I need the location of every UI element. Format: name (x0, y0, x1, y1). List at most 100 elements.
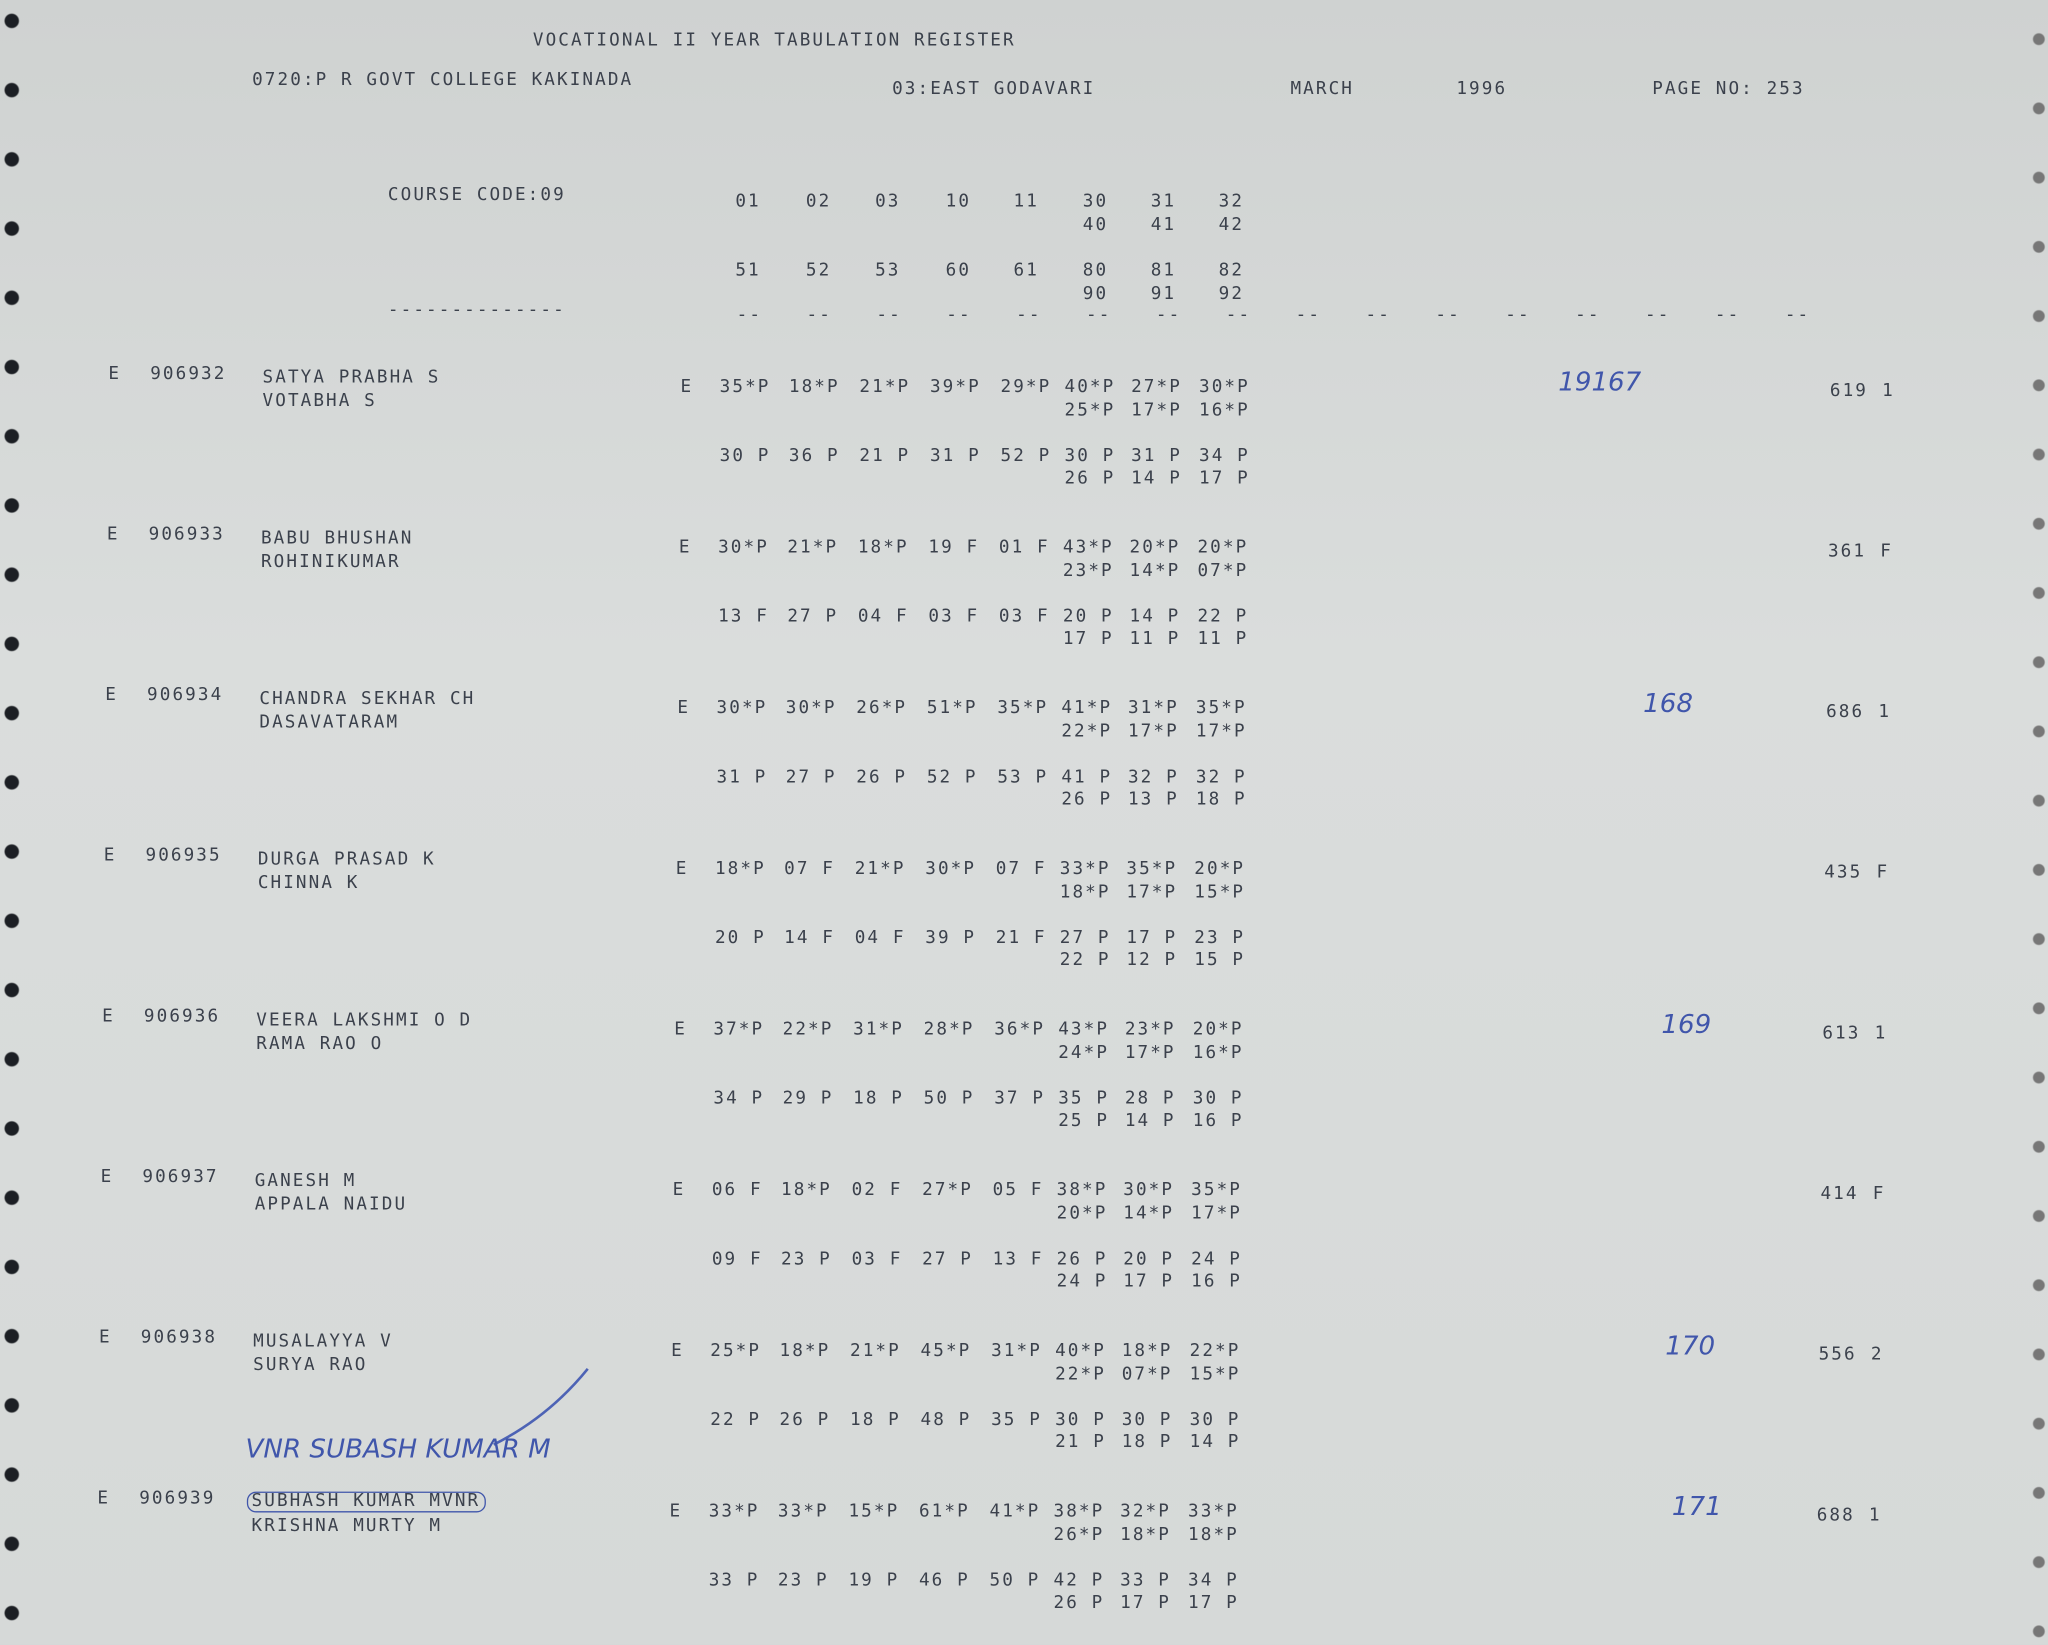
mark: 50 P (923, 1087, 975, 1109)
mark: 29*P (1000, 376, 1052, 398)
mark: 14 P (1124, 1110, 1176, 1132)
separator: -- (1365, 304, 1391, 326)
roll-number: 906936 (143, 1005, 221, 1027)
mark: 34 P (713, 1087, 765, 1109)
handwritten-note: 168 (1643, 687, 1693, 719)
handwritten-correction: VNR SUBASH KUMAR M (245, 1432, 551, 1465)
mark: 17*P (1127, 720, 1179, 742)
handwritten-note: 169 (1661, 1008, 1712, 1040)
subject-code: 82 (1218, 259, 1245, 281)
roll-number: 906934 (147, 684, 224, 706)
father-name: RAMA RAO O (256, 1033, 384, 1055)
subject-code: 02 (805, 190, 832, 212)
separator: -- (1505, 304, 1531, 326)
mark: 17 P (1126, 927, 1178, 949)
mark: 31 P (716, 766, 768, 788)
father-name: VOTABHA S (262, 390, 377, 412)
mark: 18*P (779, 1340, 831, 1361)
mark: 17 P (1120, 1592, 1171, 1614)
mark: 22 P (710, 1409, 762, 1431)
mark: 18*P (1120, 1524, 1171, 1546)
mark: 32 P (1195, 766, 1247, 788)
mark: 27 P (785, 766, 837, 788)
separator: -- (1435, 304, 1461, 326)
mark: 35*P (1195, 697, 1247, 719)
mark: 17*P (1191, 1202, 1243, 1224)
mark: 38*P (1056, 1179, 1108, 1201)
roll-number: 906932 (150, 363, 227, 384)
student-name: GANESH M (254, 1170, 357, 1192)
mark: 09 F (711, 1248, 763, 1270)
mark: 20 P (1062, 606, 1114, 627)
mark: 26 P (1061, 788, 1113, 810)
handwritten-note: 171 (1671, 1490, 1722, 1522)
separator: -- (736, 304, 763, 326)
mark: 17*P (1131, 399, 1182, 421)
separator: -- (1016, 304, 1042, 326)
mark: 20*P (1192, 1018, 1244, 1040)
mark: 51*P (926, 697, 978, 719)
roll-number: 906939 (139, 1487, 216, 1509)
mark: 18*P (1059, 881, 1111, 903)
mark: 14 P (1189, 1431, 1241, 1453)
mark: 45*P (920, 1340, 972, 1361)
mark: 23*P (1062, 560, 1114, 582)
mark: 16 P (1191, 1270, 1243, 1292)
student-name: SUBHASH KUMAR MVNR (246, 1491, 486, 1512)
month: MARCH (1290, 78, 1354, 100)
mark: 04 F (854, 927, 906, 949)
mark: 27*P (1131, 376, 1182, 398)
mark: 30*P (718, 536, 769, 558)
mark: 28 P (1124, 1087, 1176, 1109)
mark: 02 F (851, 1179, 903, 1201)
mark: 18*P (781, 1179, 832, 1201)
mark: 24 P (1056, 1270, 1108, 1292)
mark: 31*P (991, 1340, 1042, 1361)
mark: 20*P (1056, 1202, 1108, 1224)
total: 414 (1820, 1183, 1859, 1205)
mark: 26 P (1056, 1248, 1108, 1270)
mark: 30 P (1121, 1409, 1173, 1431)
mark: 26*P (856, 697, 908, 719)
mark: 30 P (1192, 1087, 1244, 1109)
mark: 41*P (1061, 697, 1113, 719)
student-name: SATYA PRABHA S (262, 367, 441, 388)
result: F (1872, 1183, 1886, 1205)
mark: 07*P (1121, 1363, 1173, 1385)
mark: 29 P (782, 1087, 834, 1109)
mark: 04 F (857, 606, 909, 627)
mark: 35*P (997, 697, 1049, 719)
father-name: SURYA RAO (253, 1354, 368, 1376)
mark: 32*P (1120, 1500, 1171, 1522)
mark: 23 P (1194, 927, 1246, 949)
mark: 37 P (994, 1087, 1046, 1109)
student-name: VEERA LAKSHMI O D (256, 1009, 473, 1031)
marker: E (103, 845, 117, 866)
mark: 30*P (1123, 1179, 1175, 1201)
mark: 31 P (1131, 445, 1182, 467)
exam-code: E (677, 697, 691, 719)
subject-code: 80 (1082, 259, 1109, 281)
exam-code: E (680, 376, 694, 398)
result: 1 (1874, 1022, 1888, 1044)
mark: 18*P (1121, 1340, 1173, 1361)
subject-code: 90 (1082, 283, 1109, 305)
mark: 39*P (929, 376, 981, 398)
mark: 33*P (1059, 858, 1111, 880)
mark: 35*P (1191, 1179, 1243, 1201)
subject-code: 11 (1013, 190, 1039, 212)
mark: 28*P (923, 1018, 975, 1040)
father-name: CHINNA K (257, 872, 360, 894)
mark: 50 P (989, 1569, 1041, 1591)
tractor-feed (2021, 0, 2048, 1645)
father-name: APPALA NAIDU (254, 1193, 408, 1215)
mark: 18*P (1188, 1524, 1239, 1546)
subject-code: 53 (875, 259, 901, 281)
separator: -- (806, 304, 832, 326)
mark: 16*P (1192, 1042, 1244, 1064)
roll-number: 906933 (148, 523, 225, 545)
mark: 25*P (710, 1340, 762, 1361)
total: 556 (1818, 1343, 1857, 1365)
mark: 25*P (1064, 399, 1116, 421)
